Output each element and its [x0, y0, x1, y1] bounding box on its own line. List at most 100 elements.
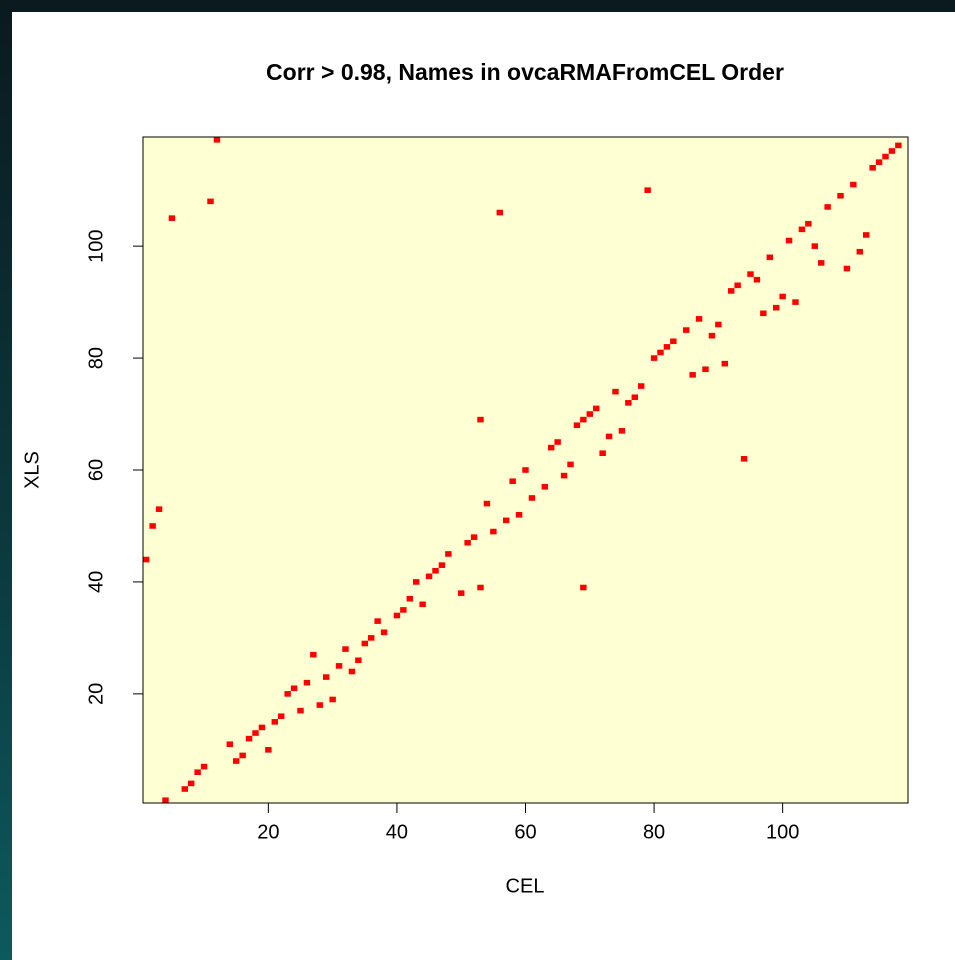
cell — [477, 584, 484, 591]
x-tick-label: 40 — [386, 821, 408, 843]
cell — [766, 254, 773, 261]
cell — [432, 567, 439, 574]
cell — [464, 539, 471, 546]
cell — [805, 220, 812, 227]
cell — [638, 383, 645, 389]
cell — [303, 679, 311, 686]
cell — [310, 651, 317, 658]
cell — [612, 388, 619, 395]
cell — [252, 730, 259, 736]
cell — [650, 355, 658, 361]
x-tick-label: 20 — [257, 821, 279, 843]
cell — [689, 372, 696, 378]
cell — [200, 763, 208, 770]
cell — [785, 237, 793, 244]
cell — [863, 232, 870, 238]
cell — [779, 293, 786, 300]
cell — [483, 500, 491, 507]
cell — [644, 187, 651, 193]
cell — [618, 428, 626, 434]
cell — [695, 316, 703, 322]
cell — [413, 579, 420, 585]
cell — [393, 612, 401, 619]
y-tick-label: 60 — [85, 459, 107, 481]
cell — [400, 607, 407, 613]
cell — [850, 181, 857, 188]
cell — [316, 702, 323, 708]
cell — [631, 394, 638, 401]
cell — [245, 735, 253, 742]
cell — [811, 243, 818, 249]
cell — [541, 483, 548, 490]
cell — [753, 276, 761, 283]
cell — [265, 747, 272, 753]
cell — [425, 573, 433, 580]
cell — [567, 461, 574, 468]
cell — [715, 321, 722, 328]
cell — [625, 400, 632, 406]
cell — [856, 248, 863, 255]
cell — [560, 472, 568, 479]
cell — [458, 590, 465, 596]
cell — [702, 366, 709, 373]
cell — [869, 164, 876, 171]
cell — [188, 780, 195, 787]
cell — [837, 192, 844, 199]
cell — [747, 271, 754, 277]
cell — [239, 752, 246, 759]
cell — [683, 327, 690, 333]
cell — [445, 551, 452, 557]
cell — [155, 506, 163, 512]
cell — [348, 668, 356, 675]
cell — [162, 797, 169, 803]
y-tick-label: 20 — [85, 683, 107, 705]
cell — [297, 707, 304, 714]
cell — [284, 691, 291, 697]
cell — [573, 422, 581, 429]
cell — [323, 674, 330, 680]
cell — [875, 159, 883, 165]
cell — [233, 758, 240, 764]
cell — [380, 629, 388, 636]
cell — [258, 724, 266, 731]
cell — [593, 405, 600, 412]
cell — [168, 215, 176, 221]
y-axis-label: XLS — [21, 451, 43, 489]
cell — [580, 416, 587, 423]
cell — [798, 226, 806, 233]
cell — [522, 467, 529, 473]
cell — [355, 657, 362, 664]
cell — [548, 444, 555, 451]
y-tick-label: 40 — [85, 571, 107, 593]
cell — [895, 142, 902, 149]
cell — [554, 439, 561, 445]
cell — [503, 517, 510, 524]
cell — [818, 260, 825, 266]
cell — [843, 265, 851, 272]
cell — [361, 640, 368, 647]
cell — [721, 360, 728, 367]
cell — [406, 595, 413, 602]
cell — [143, 556, 150, 563]
cell — [657, 349, 664, 356]
cell — [792, 299, 799, 305]
cell — [760, 310, 767, 317]
x-tick-label: 60 — [514, 821, 536, 843]
cell — [490, 528, 497, 535]
cell — [599, 450, 606, 457]
cell — [271, 719, 278, 725]
x-tick-label: 80 — [643, 821, 665, 843]
cell — [528, 495, 536, 501]
cell — [149, 523, 156, 529]
cell — [515, 511, 523, 518]
chart-title: Corr > 0.98, Names in ovcaRMAFromCEL Ord… — [266, 59, 784, 85]
cell — [438, 562, 446, 568]
cell — [586, 411, 593, 417]
cell — [728, 288, 735, 294]
x-axis-label: CEL — [506, 875, 545, 897]
cell — [882, 153, 889, 160]
cell — [278, 713, 285, 720]
cell — [824, 204, 831, 210]
cell — [207, 198, 214, 205]
